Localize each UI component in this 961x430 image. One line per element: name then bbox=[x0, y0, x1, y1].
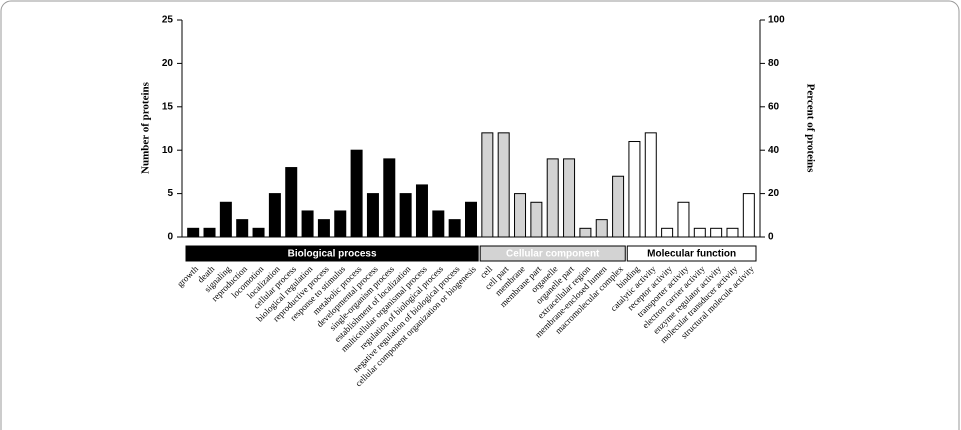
bar bbox=[334, 210, 347, 238]
bar bbox=[481, 132, 494, 238]
bar bbox=[546, 158, 559, 238]
y2-tick-label: 60 bbox=[768, 101, 780, 112]
y-tick-label: 5 bbox=[167, 188, 173, 199]
bar bbox=[661, 227, 674, 238]
bar bbox=[268, 193, 281, 238]
bar bbox=[448, 219, 461, 238]
y2-axis-title: Percent of proteins bbox=[804, 84, 816, 174]
y-tick-label: 20 bbox=[162, 58, 174, 69]
bar bbox=[383, 158, 396, 238]
bar bbox=[366, 193, 379, 238]
bar bbox=[187, 227, 200, 238]
bar bbox=[595, 219, 608, 238]
group-label: Molecular function bbox=[647, 249, 736, 260]
y-tick-label: 0 bbox=[167, 232, 173, 243]
bar bbox=[530, 201, 543, 238]
bar bbox=[285, 167, 298, 238]
group-box bbox=[479, 245, 626, 262]
bar bbox=[612, 175, 625, 238]
bar bbox=[644, 132, 657, 238]
bar bbox=[693, 227, 706, 238]
y-tick-label: 15 bbox=[162, 101, 174, 112]
bar bbox=[742, 193, 755, 238]
y2-tick-label: 0 bbox=[768, 232, 774, 243]
bar bbox=[465, 201, 477, 238]
bar bbox=[710, 227, 723, 238]
bar bbox=[579, 227, 592, 238]
bar bbox=[677, 201, 690, 238]
y2-tick-label: 40 bbox=[768, 145, 780, 156]
group-box bbox=[185, 245, 479, 262]
bar bbox=[203, 227, 216, 238]
bar bbox=[236, 219, 249, 238]
y-tick-label: 25 bbox=[162, 15, 174, 26]
bar bbox=[252, 227, 265, 238]
group-label: Biological process bbox=[288, 249, 377, 260]
bar bbox=[219, 201, 232, 238]
y2-tick-label: 100 bbox=[768, 15, 785, 26]
bar bbox=[628, 141, 641, 238]
bar bbox=[514, 193, 527, 238]
bar bbox=[726, 227, 739, 238]
y2-tick-label: 80 bbox=[768, 58, 780, 69]
y2-tick-label: 20 bbox=[768, 188, 780, 199]
y-tick-label: 10 bbox=[162, 145, 174, 156]
group-label: Cellular component bbox=[506, 249, 600, 260]
bar bbox=[301, 210, 314, 238]
y-axis-title: Number of proteins bbox=[140, 81, 152, 174]
group-box bbox=[626, 245, 757, 262]
bar bbox=[399, 193, 412, 238]
bar bbox=[317, 219, 330, 238]
bar bbox=[432, 210, 445, 238]
bar bbox=[497, 132, 510, 238]
bar bbox=[563, 158, 576, 238]
bar bbox=[350, 149, 363, 238]
bar bbox=[415, 184, 428, 238]
